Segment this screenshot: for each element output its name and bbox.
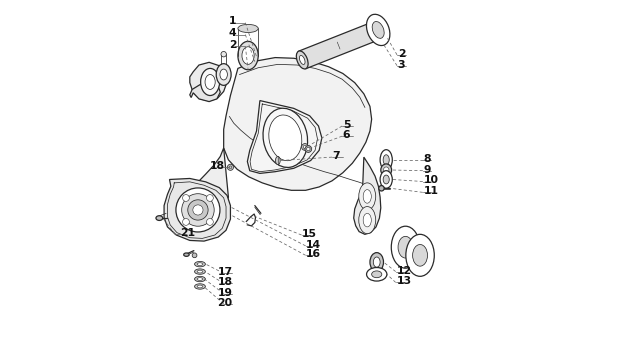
Ellipse shape: [303, 145, 307, 149]
Circle shape: [193, 205, 203, 215]
Text: 5: 5: [343, 120, 350, 130]
Ellipse shape: [398, 236, 413, 258]
Text: 2: 2: [398, 49, 405, 59]
Polygon shape: [190, 62, 227, 101]
Ellipse shape: [184, 253, 189, 256]
Ellipse shape: [359, 183, 376, 210]
Text: 16: 16: [307, 249, 321, 259]
Ellipse shape: [383, 175, 389, 184]
Text: 13: 13: [396, 276, 412, 286]
Text: 19: 19: [218, 288, 232, 298]
Circle shape: [229, 166, 232, 169]
Text: 11: 11: [423, 186, 438, 196]
Ellipse shape: [195, 276, 205, 282]
Text: 15: 15: [302, 229, 317, 239]
Ellipse shape: [366, 268, 387, 281]
Ellipse shape: [216, 64, 231, 85]
Ellipse shape: [380, 171, 392, 188]
Text: 9: 9: [423, 165, 431, 175]
Polygon shape: [247, 101, 322, 173]
Ellipse shape: [195, 284, 205, 289]
Polygon shape: [182, 148, 229, 222]
Text: 10: 10: [423, 175, 438, 186]
Ellipse shape: [263, 108, 308, 167]
Text: 2: 2: [229, 40, 236, 50]
Circle shape: [227, 164, 234, 170]
Ellipse shape: [197, 263, 203, 266]
Ellipse shape: [195, 269, 205, 274]
Text: 14: 14: [307, 240, 321, 250]
Ellipse shape: [305, 146, 311, 152]
Ellipse shape: [220, 69, 227, 80]
Ellipse shape: [384, 167, 389, 173]
Text: 3: 3: [398, 60, 405, 70]
Text: 18: 18: [210, 160, 225, 171]
Circle shape: [176, 188, 220, 232]
Ellipse shape: [380, 150, 392, 170]
Ellipse shape: [366, 14, 390, 46]
Ellipse shape: [197, 270, 203, 273]
Polygon shape: [298, 22, 378, 69]
Text: 4: 4: [229, 28, 236, 38]
Circle shape: [206, 219, 213, 225]
Text: 6: 6: [343, 130, 350, 140]
Ellipse shape: [242, 47, 254, 64]
Text: 12: 12: [396, 266, 412, 275]
Ellipse shape: [238, 24, 258, 33]
Circle shape: [182, 219, 189, 225]
Ellipse shape: [373, 257, 380, 267]
Circle shape: [206, 194, 213, 201]
Text: 7: 7: [332, 151, 341, 161]
Ellipse shape: [372, 21, 384, 38]
Ellipse shape: [359, 207, 376, 234]
Polygon shape: [353, 157, 381, 234]
Ellipse shape: [383, 155, 389, 165]
Text: 17: 17: [218, 267, 233, 277]
Ellipse shape: [371, 271, 382, 278]
Circle shape: [182, 194, 189, 201]
Ellipse shape: [307, 147, 310, 151]
Ellipse shape: [406, 234, 434, 276]
Ellipse shape: [302, 143, 308, 150]
Circle shape: [188, 200, 208, 220]
Ellipse shape: [221, 51, 226, 57]
Ellipse shape: [413, 244, 428, 266]
Polygon shape: [164, 178, 231, 241]
Ellipse shape: [381, 164, 392, 176]
Ellipse shape: [379, 186, 384, 191]
Text: 8: 8: [423, 154, 431, 164]
Ellipse shape: [205, 74, 215, 89]
Ellipse shape: [269, 115, 302, 161]
Ellipse shape: [370, 253, 384, 272]
Text: 1: 1: [229, 16, 236, 26]
Polygon shape: [190, 82, 220, 102]
Polygon shape: [224, 57, 371, 190]
Text: 20: 20: [218, 298, 233, 308]
Text: 18: 18: [218, 277, 232, 287]
Text: 21: 21: [180, 228, 195, 238]
Ellipse shape: [201, 68, 219, 96]
Ellipse shape: [197, 278, 203, 280]
Ellipse shape: [238, 41, 258, 70]
Ellipse shape: [276, 156, 280, 165]
Ellipse shape: [156, 216, 163, 220]
Ellipse shape: [297, 51, 308, 69]
Ellipse shape: [391, 226, 420, 268]
Ellipse shape: [363, 213, 371, 227]
Ellipse shape: [195, 261, 205, 267]
Ellipse shape: [197, 285, 203, 288]
Circle shape: [192, 253, 197, 258]
Circle shape: [182, 194, 214, 226]
Ellipse shape: [363, 190, 371, 203]
Ellipse shape: [299, 55, 305, 65]
